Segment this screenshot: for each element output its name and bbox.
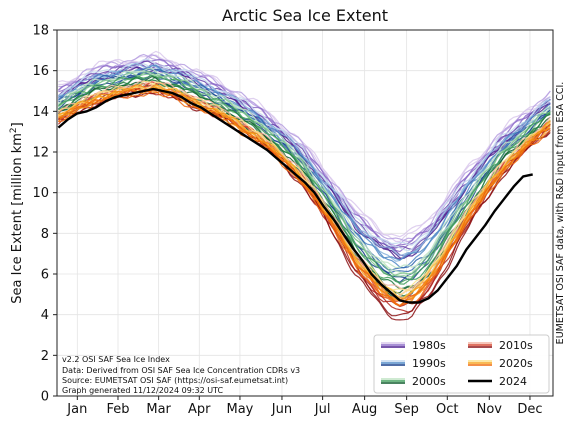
- legend-entry-1990s: 1990s: [381, 357, 446, 370]
- series-line-2010s: [58, 82, 551, 301]
- legend-label: 2010s: [499, 339, 533, 352]
- y-tick-label: 2: [41, 349, 49, 364]
- x-tick-label: Apr: [188, 402, 211, 417]
- series-line-2020s: [58, 87, 551, 307]
- legend-entry-2020s: 2020s: [468, 357, 533, 370]
- note-line-4: Graph generated 11/12/2024 09:32 UTC: [62, 386, 223, 395]
- series-line-1980s: [58, 50, 551, 238]
- climatology-lines: [57, 50, 551, 321]
- x-tick-label: Aug: [352, 402, 377, 417]
- y-axis-label-main: Sea Ice Extent [million km: [10, 133, 25, 304]
- y-tick-label: 12: [32, 146, 49, 161]
- chart-title: Arctic Sea Ice Extent: [222, 6, 388, 25]
- legend-entry-2024: 2024: [468, 375, 527, 388]
- series-line-2000s: [58, 74, 551, 284]
- legend-label: 1990s: [412, 357, 446, 370]
- y-tick-label: 8: [41, 227, 49, 242]
- series-line-2020s: [58, 85, 551, 299]
- plot-frame: [56, 29, 554, 397]
- legend-entry-1980s: 1980s: [381, 339, 446, 352]
- legend-label: 2020s: [499, 357, 533, 370]
- series-line-1990s: [58, 64, 551, 261]
- legend-box: [373, 334, 550, 394]
- series-line-2024: [57, 87, 533, 304]
- legend-label: 2024: [499, 375, 527, 388]
- y-tick-label: 16: [32, 64, 49, 79]
- y-tick-label: 14: [32, 105, 49, 120]
- x-tick-label: Nov: [477, 402, 503, 417]
- series-line-2010s: [58, 81, 551, 303]
- legend-label: 2000s: [412, 375, 446, 388]
- x-tick-label: Sep: [394, 402, 419, 417]
- y-axis-label-sup: 2: [9, 127, 19, 133]
- note-line-1: v2.2 OSI SAF Sea Ice Index: [62, 355, 170, 364]
- note-line-3: Source: EUMETSAT OSI SAF (https://osi-sa…: [62, 376, 288, 385]
- y-tick-label: 10: [32, 186, 49, 201]
- x-tick-label: Jan: [66, 402, 87, 417]
- x-tick-label: Dec: [517, 402, 542, 417]
- y-axis-ticks: 0 2 4 6 8 10 12 14 16 18: [32, 24, 57, 405]
- x-tick-label: Feb: [106, 402, 129, 417]
- series-line-2020s: [58, 85, 551, 300]
- x-tick-label: Mar: [146, 402, 171, 417]
- y-tick-label: 4: [41, 308, 49, 323]
- series-line-2010s: [57, 82, 551, 300]
- y-tick-label: 0: [41, 390, 49, 405]
- legend-entry-2000s: 2000s: [381, 375, 446, 388]
- legend: 1980s 2010s 1990s 2020s 2000s 2024: [373, 334, 550, 394]
- x-axis-ticks: Jan Feb Mar Apr May Jun Jul Aug Sep Oct Nov Dec: [66, 396, 543, 417]
- x-tick-label: Oct: [436, 402, 458, 417]
- x-tick-label: May: [227, 402, 254, 417]
- legend-entries: 1980s 2010s 1990s 2020s 2000s 2024: [381, 339, 533, 388]
- legend-entry-2010s: 2010s: [468, 339, 533, 352]
- credit-text: EUMETSAT OSI SAF data, with R&D input fr…: [555, 82, 566, 345]
- series-line-1980s: [58, 54, 551, 247]
- note-line-2: Data: Derived from OSI SAF Sea Ice Conce…: [62, 366, 300, 375]
- series-line-2000s: [57, 70, 551, 276]
- y-tick-label: 6: [41, 268, 49, 283]
- series-line-1990s: [58, 58, 551, 246]
- series-line-1980s: [57, 53, 551, 243]
- legend-label: 1980s: [412, 339, 446, 352]
- y-tick-label: 18: [32, 24, 49, 39]
- y-axis-label-end: ]: [10, 122, 25, 127]
- y-axis-label: Sea Ice Extent [million km2]: [9, 122, 25, 303]
- x-tick-label: Jun: [271, 402, 292, 417]
- x-tick-label: Jul: [314, 402, 331, 417]
